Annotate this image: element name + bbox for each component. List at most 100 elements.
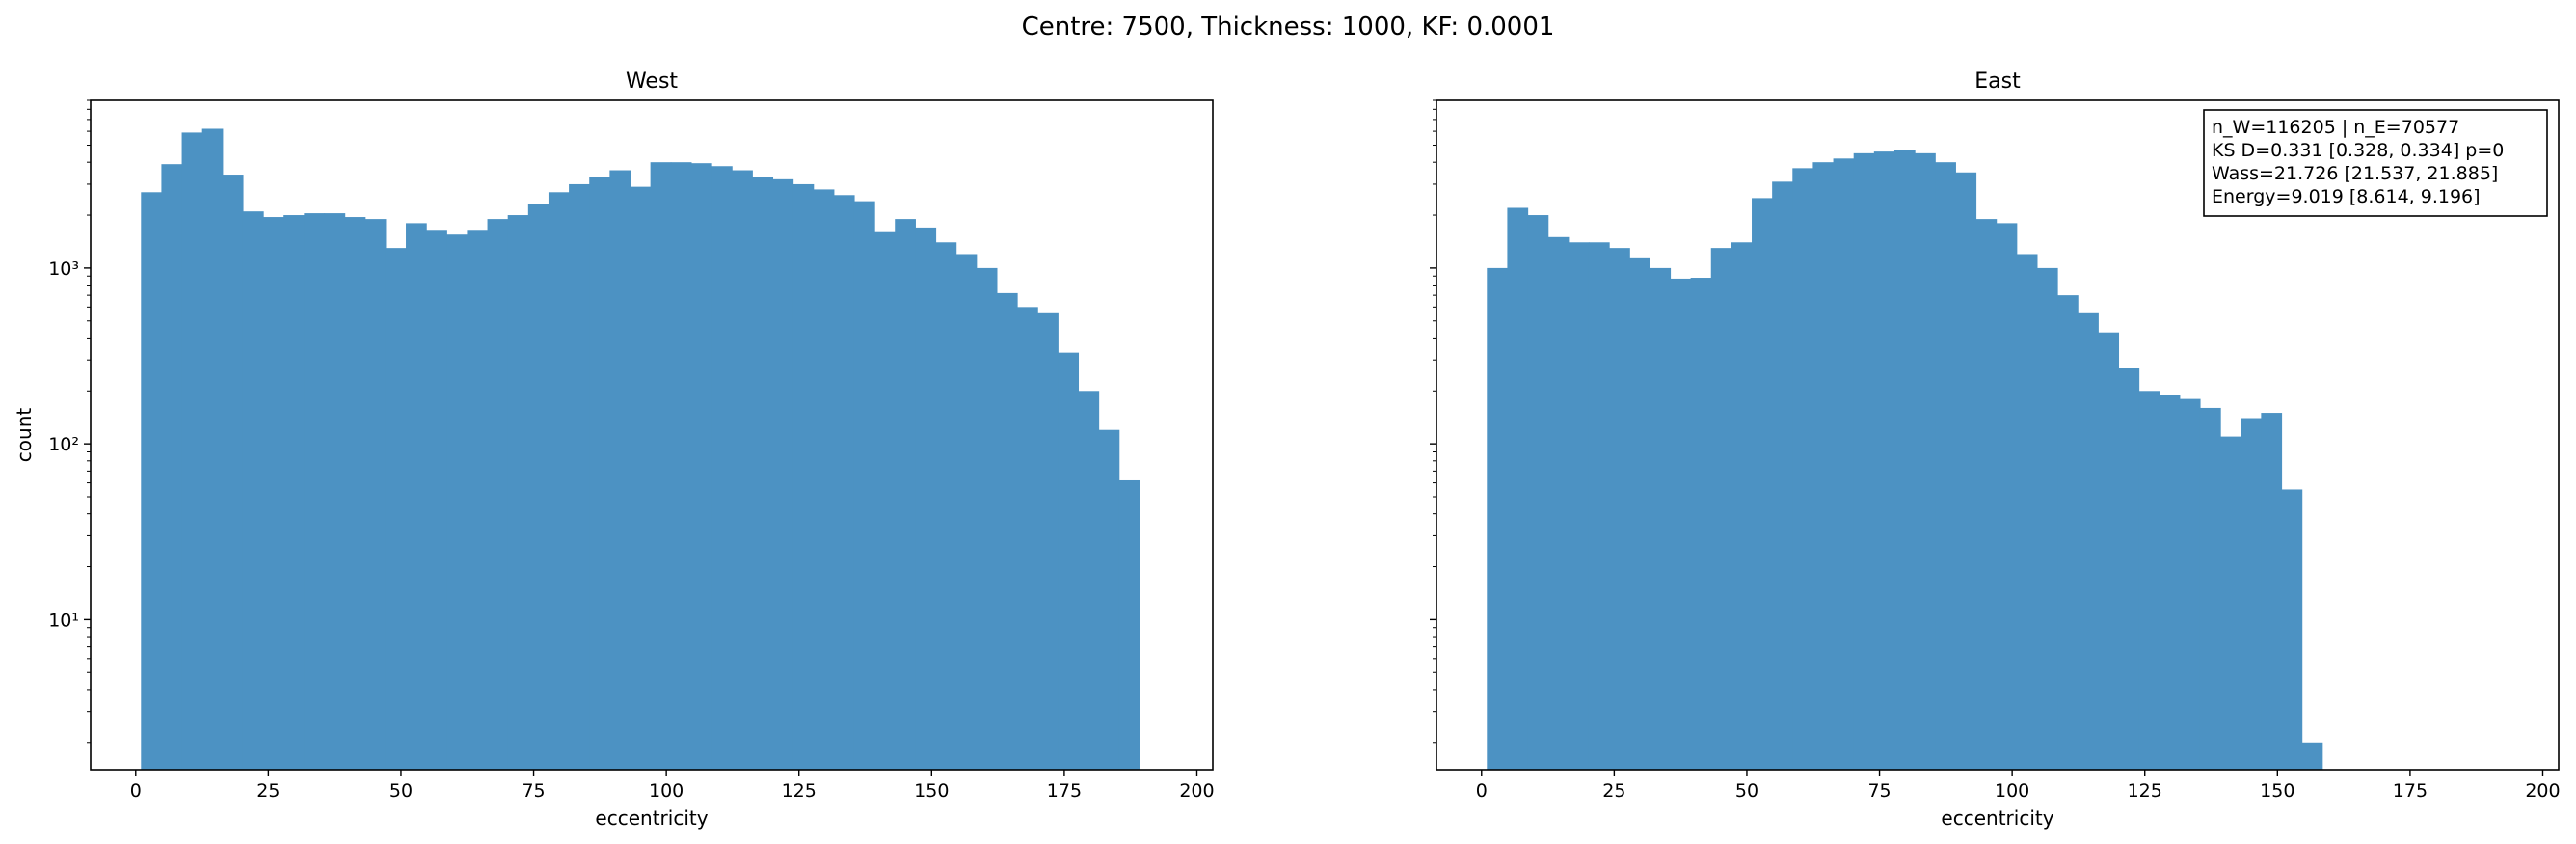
east-bar	[2281, 489, 2303, 770]
west-bar	[711, 166, 733, 770]
east-bar	[2036, 267, 2058, 771]
west-bar	[752, 177, 774, 771]
west-bar	[853, 201, 875, 770]
east-bar	[2118, 368, 2140, 770]
east-title: East	[1974, 69, 2021, 94]
east-x-tick-label: 50	[1735, 780, 1758, 802]
west-bar	[996, 292, 1018, 770]
east-bar	[2138, 391, 2160, 770]
east-bar	[2057, 295, 2079, 770]
east-bar	[1507, 207, 1529, 771]
west-bar	[181, 132, 203, 771]
stats-annotation: n_W=116205 | n_E=70577 KS D=0.331 [0.328…	[2203, 109, 2548, 217]
west-xlabel: eccentricity	[595, 806, 708, 830]
west-bar	[1037, 312, 1059, 770]
west-bar	[1058, 352, 1080, 770]
west-bar	[1078, 391, 1100, 770]
stats-line-energy: Energy=9.019 [8.614, 9.196]	[2212, 186, 2481, 207]
east-x-tick-label: 100	[1995, 780, 2029, 802]
west-x-tick-label: 150	[914, 780, 949, 802]
east-bar	[1792, 168, 1814, 770]
west-panel: West 0 25 50 75 100 125 150 175 200 10¹ 10² 10³ ec…	[13, 69, 1215, 830]
west-bar	[201, 128, 224, 770]
west-bar	[732, 170, 753, 770]
west-bar	[650, 162, 672, 770]
west-bar	[895, 219, 916, 771]
east-bar	[1915, 152, 1936, 771]
east-x-ticks: 0 25 50 75 100 125 150 175 200	[1476, 770, 2561, 802]
east-bar	[1527, 215, 1549, 770]
east-x-tick-label: 175	[2393, 780, 2428, 802]
west-x-tick-label: 50	[389, 780, 413, 802]
east-bar	[1873, 151, 1895, 771]
stats-line-counts: n_W=116205 | n_E=70577	[2212, 117, 2459, 138]
west-bar	[527, 204, 550, 770]
west-bar	[813, 189, 835, 771]
west-bar	[1017, 307, 1038, 770]
east-bar	[1772, 181, 1793, 771]
stats-annotation-box	[2203, 109, 2548, 217]
east-bar	[2098, 332, 2120, 770]
west-bar	[426, 230, 447, 770]
west-bar	[935, 242, 957, 771]
west-bar	[874, 231, 896, 770]
west-bar	[589, 177, 610, 771]
east-bar	[2078, 312, 2099, 770]
west-bar	[670, 162, 692, 770]
east-x-tick-label: 200	[2525, 780, 2560, 802]
west-y-tick-label: 10³	[48, 259, 79, 280]
west-bar	[446, 234, 469, 771]
east-bar	[1670, 278, 1692, 770]
stats-line-wass: Wass=21.726 [21.537, 21.885]	[2212, 163, 2498, 184]
west-bar	[161, 164, 183, 771]
west-x-tick-label: 175	[1047, 780, 1082, 802]
east-bar	[2016, 254, 2038, 771]
east-panel: East 0 25 50 75 100 125 150 175 200 eccentricity…	[1430, 69, 2561, 830]
east-bar	[1893, 150, 1916, 771]
east-bar	[1853, 152, 1875, 771]
west-bar	[324, 213, 346, 770]
east-bar	[1609, 248, 1630, 770]
east-bar	[2159, 395, 2181, 770]
west-x-tick-label: 200	[1179, 780, 1214, 802]
east-bar	[1588, 242, 1610, 771]
east-axes-frame	[1436, 99, 2560, 771]
west-x-tick-label: 0	[130, 780, 142, 802]
west-bar	[772, 178, 794, 771]
east-bar	[1731, 242, 1753, 771]
west-x-ticks: 0 25 50 75 100 125 150 175 200	[130, 770, 1215, 802]
figure-suptitle: Centre: 7500, Thickness: 1000, KF: 0.000…	[1022, 13, 1555, 41]
west-bar	[385, 248, 407, 770]
west-bar	[1098, 429, 1120, 770]
stats-line-ks: KS D=0.331 [0.328, 0.334] p=0	[2212, 140, 2504, 161]
east-bar	[1650, 267, 1672, 771]
west-bar	[364, 219, 387, 771]
east-x-tick-label: 150	[2260, 780, 2294, 802]
east-bar	[2261, 413, 2283, 770]
west-bars	[141, 128, 1140, 771]
west-bar	[344, 217, 366, 770]
east-bar	[1812, 162, 1835, 770]
west-bar	[304, 213, 326, 770]
west-axes-frame	[90, 99, 1214, 771]
west-bar	[792, 183, 815, 771]
west-title: West	[626, 69, 678, 94]
east-x-tick-label: 125	[2128, 780, 2162, 802]
west-bar	[1118, 479, 1140, 770]
east-bar	[1547, 236, 1570, 771]
west-bar	[690, 163, 712, 770]
east-x-tick-label: 75	[1867, 780, 1891, 802]
east-bar	[2199, 407, 2221, 770]
west-bar	[222, 175, 244, 770]
west-y-ticks: 10¹ 10² 10³	[48, 99, 91, 744]
west-x-tick-label: 125	[782, 780, 817, 802]
east-bar	[1955, 172, 1977, 770]
west-bar	[406, 223, 427, 771]
west-ylabel: count	[13, 408, 36, 463]
east-bar	[1975, 219, 1998, 771]
west-bar	[833, 195, 855, 770]
west-bar	[242, 211, 264, 770]
east-bar	[1935, 162, 1956, 770]
west-bar	[467, 230, 489, 770]
